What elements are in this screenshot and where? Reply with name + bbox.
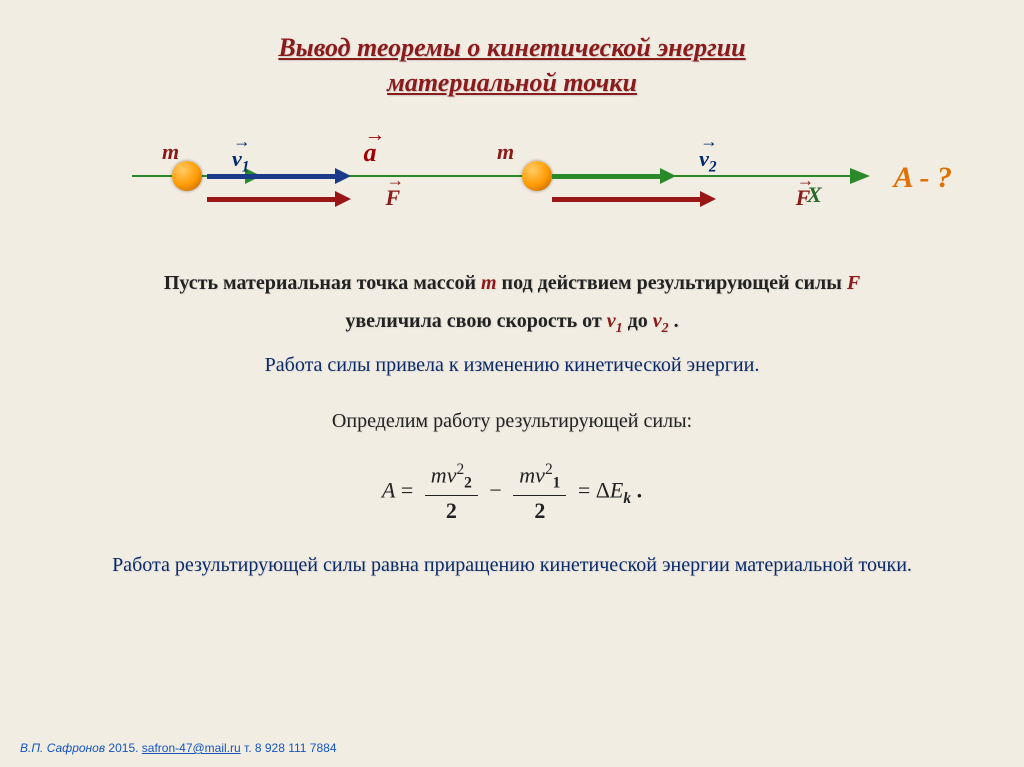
arrow-f1 — [207, 197, 337, 202]
arrow-v2 — [552, 174, 662, 179]
footer-author: В.П. Сафронов — [20, 741, 105, 755]
frac-1: mv22 2 — [425, 461, 478, 524]
diagram: m v1 a F m v2 F X A - ? — [132, 135, 892, 235]
para-1: Пусть материальная точка массой m под де… — [50, 265, 974, 301]
arrow-f2 — [552, 197, 702, 202]
formula: A = mv22 2 − mv21 2 = ΔEk . — [50, 461, 974, 524]
para-3: Работа силы привела к изменению кинетиче… — [50, 347, 974, 383]
title-line1: Вывод теоремы о кинетической энергии — [278, 33, 745, 62]
title-line2: материальной точки — [387, 68, 637, 97]
x-axis-arrowhead — [850, 168, 870, 184]
arrow-a — [207, 174, 337, 179]
slide-title: Вывод теоремы о кинетической энергии мат… — [50, 30, 974, 100]
footer-mail: safron-47@mail.ru — [142, 741, 241, 755]
axis-label-x: X — [807, 182, 822, 208]
mass-label-2: m — [497, 139, 514, 165]
mass-point-1 — [172, 161, 202, 191]
label-a: a — [363, 138, 376, 167]
frac-2: mv21 2 — [513, 461, 566, 524]
label-v1: v1 — [232, 146, 249, 171]
para-2: увеличила свою скорость от v1 до v2 . — [50, 303, 974, 341]
label-f1: F — [385, 185, 400, 210]
footer-phone: т. 8 928 111 7884 — [241, 741, 337, 755]
question-label: A - ? — [894, 161, 952, 195]
para-4: Определим работу результирующей силы: — [50, 403, 974, 439]
mass-label-1: m — [162, 139, 179, 165]
para-5: Работа результирующей силы равна прираще… — [50, 550, 974, 580]
label-v2: v2 — [699, 146, 716, 171]
mass-point-2 — [522, 161, 552, 191]
footer: В.П. Сафронов 2015. safron-47@mail.ru т.… — [20, 741, 337, 755]
